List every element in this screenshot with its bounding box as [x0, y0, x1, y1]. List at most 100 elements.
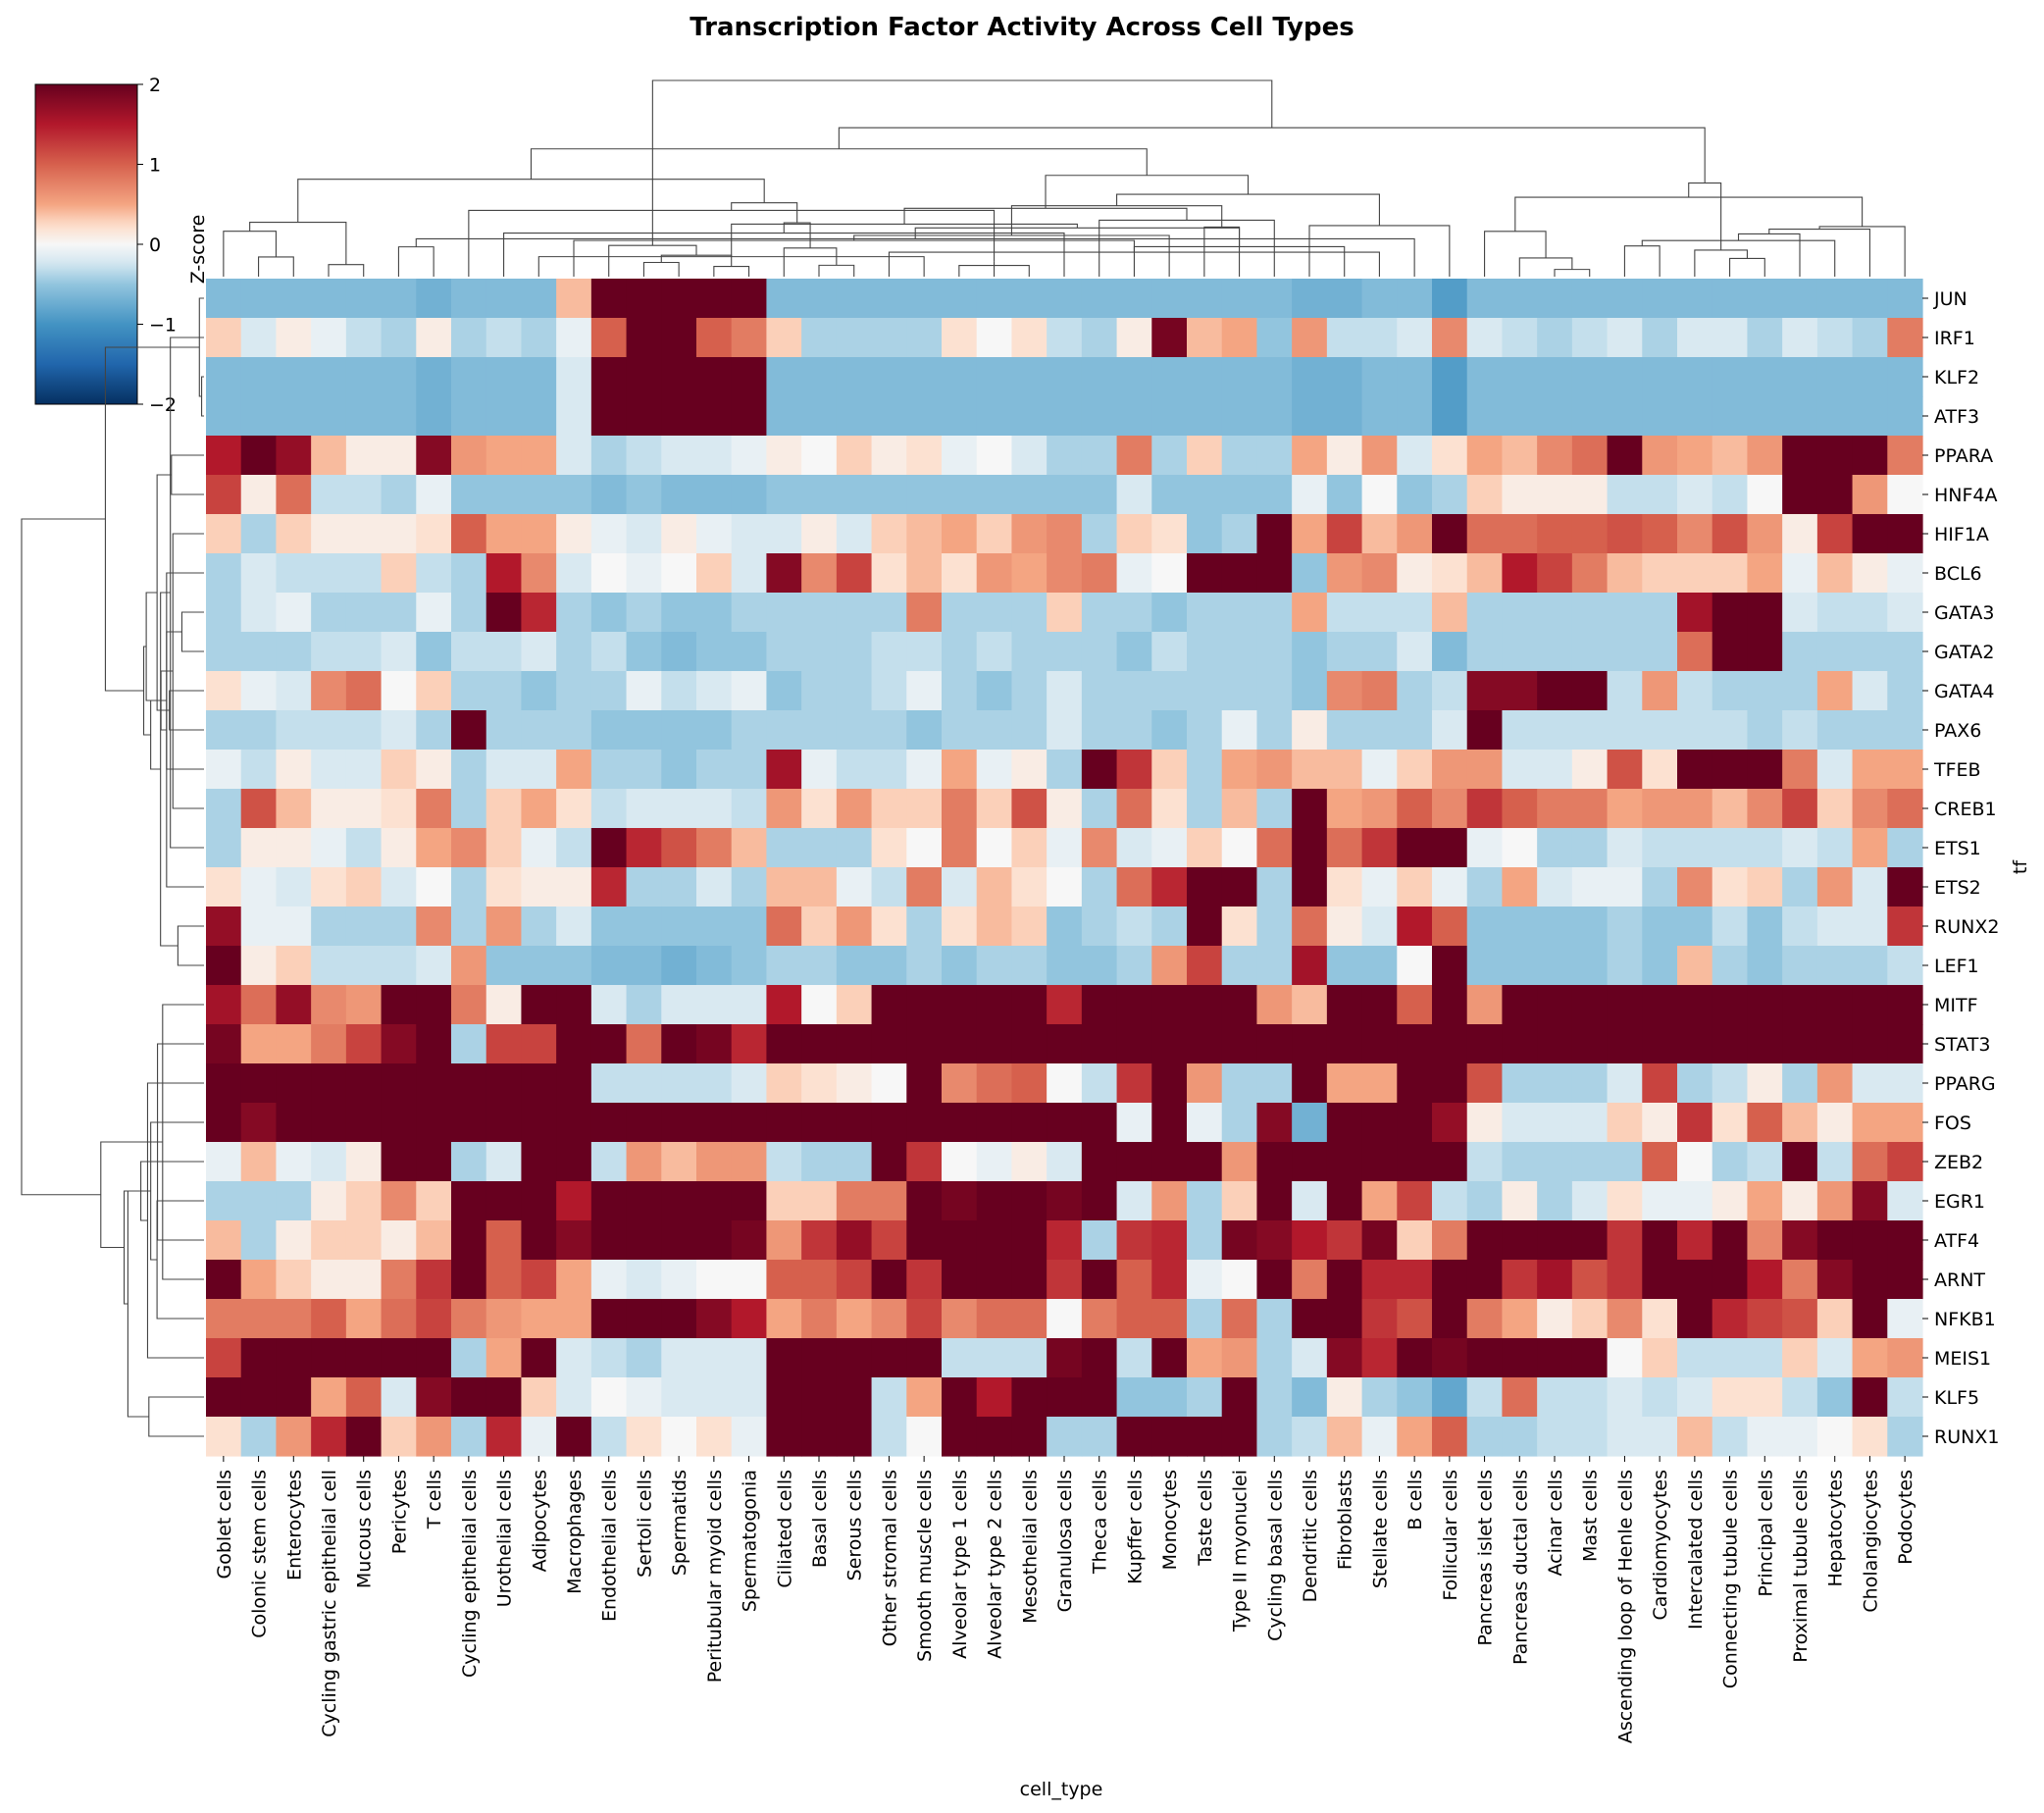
- heatmap-cell: [381, 671, 417, 711]
- heatmap-cell: [1047, 828, 1083, 868]
- heatmap-cell: [1712, 318, 1749, 358]
- heatmap-cell: [626, 1103, 662, 1143]
- heatmap-cell: [766, 396, 802, 437]
- heatmap-cell: [1397, 514, 1433, 554]
- heatmap-cell: [1712, 1377, 1749, 1418]
- heatmap-cell: [240, 1181, 278, 1221]
- heatmap-cell: [1187, 1063, 1223, 1104]
- heatmap-cell: [871, 436, 907, 476]
- heatmap-cell: [1187, 789, 1223, 829]
- heatmap-cell: [1116, 1220, 1152, 1261]
- heatmap-cell: [590, 828, 628, 868]
- heatmap-cell: [381, 514, 417, 554]
- heatmap-cell: [1537, 750, 1573, 790]
- heatmap-cell: [206, 750, 242, 790]
- heatmap-cell: [1011, 906, 1048, 947]
- heatmap-cell: [1537, 671, 1573, 711]
- heatmap-cell: [766, 1063, 802, 1104]
- heatmap-cell: [276, 1299, 312, 1339]
- heatmap-cell: [801, 1377, 838, 1418]
- heatmap-cell: [1677, 1299, 1713, 1339]
- column-label: Pancreas islet cells: [1475, 1470, 1497, 1646]
- heatmap-cell: [801, 1024, 838, 1064]
- heatmap-cell: [1116, 828, 1152, 868]
- heatmap-cell: [1116, 318, 1152, 358]
- heatmap-cell: [1571, 828, 1609, 868]
- heatmap-cell: [416, 1260, 452, 1300]
- heatmap-cell: [906, 946, 943, 986]
- heatmap-cell: [1571, 946, 1609, 986]
- column-tick-labels: Goblet cells Colonic stem cells Enterocyte…: [214, 1456, 1916, 1743]
- heatmap-cell: [381, 985, 417, 1025]
- heatmap-cell: [1607, 1338, 1643, 1378]
- heatmap-cell: [871, 906, 907, 947]
- heatmap-cell: [1607, 828, 1643, 868]
- heatmap-cell: [1326, 985, 1363, 1025]
- heatmap-cell: [1047, 475, 1083, 515]
- heatmap-cell: [906, 1377, 943, 1418]
- heatmap-cell: [871, 553, 907, 594]
- heatmap-cell: [345, 279, 383, 319]
- heatmap-cell: [416, 1024, 452, 1064]
- heatmap-cell: [942, 514, 978, 554]
- heatmap-cell: [276, 1417, 312, 1457]
- heatmap-cell: [626, 710, 662, 751]
- heatmap-cell: [1081, 671, 1118, 711]
- heatmap-cell: [766, 1260, 802, 1300]
- heatmap-cell: [590, 514, 628, 554]
- heatmap-cell: [276, 632, 312, 672]
- heatmap-cell: [766, 789, 802, 829]
- heatmap-cell: [1712, 946, 1749, 986]
- heatmap-cell: [381, 1260, 417, 1300]
- row-label: JUN: [1933, 288, 1967, 310]
- heatmap-cell: [556, 1024, 592, 1064]
- heatmap-cell: [1151, 750, 1188, 790]
- heatmap-cell: [485, 1142, 523, 1182]
- heatmap-cell: [1712, 553, 1749, 594]
- heatmap-cell: [1571, 357, 1609, 397]
- heatmap-cell: [1712, 1260, 1749, 1300]
- heatmap-cell: [485, 1103, 523, 1143]
- heatmap-cell: [556, 318, 592, 358]
- heatmap-cell: [1292, 279, 1328, 319]
- heatmap-cell: [1047, 1181, 1083, 1221]
- heatmap-cell: [942, 1338, 978, 1378]
- heatmap-cell: [1747, 1181, 1783, 1221]
- heatmap-cell: [1361, 1299, 1398, 1339]
- heatmap-cell: [696, 279, 733, 319]
- heatmap-cell: [836, 1260, 873, 1300]
- heatmap-cell: [1047, 279, 1083, 319]
- heatmap-cell: [1571, 1142, 1609, 1182]
- heatmap-cell: [521, 906, 557, 947]
- heatmap-cell: [1292, 1260, 1328, 1300]
- heatmap-cell: [206, 867, 242, 907]
- heatmap-cell: [416, 318, 452, 358]
- heatmap-cell: [345, 1377, 383, 1418]
- heatmap-cell: [1712, 593, 1749, 633]
- heatmap-cell: [1116, 1103, 1152, 1143]
- heatmap-cell: [1151, 279, 1188, 319]
- heatmap-cell: [661, 750, 697, 790]
- heatmap-cell: [1466, 1220, 1504, 1261]
- heatmap-cell: [206, 357, 242, 397]
- heatmap-cell: [521, 710, 557, 751]
- heatmap-cell: [1502, 318, 1538, 358]
- heatmap-cell: [1256, 867, 1293, 907]
- heatmap-cell: [1537, 789, 1573, 829]
- heatmap-cell: [1326, 593, 1363, 633]
- heatmap-cell: [381, 593, 417, 633]
- heatmap-cell: [1852, 1181, 1888, 1221]
- heatmap-cell: [976, 750, 1013, 790]
- heatmap-cell: [1782, 1181, 1818, 1221]
- heatmap-cell: [871, 1377, 907, 1418]
- heatmap-cell: [871, 396, 907, 437]
- heatmap-cell: [1397, 279, 1433, 319]
- heatmap-cell: [1642, 828, 1678, 868]
- heatmap-cell: [1221, 789, 1258, 829]
- heatmap-cell: [1221, 279, 1258, 319]
- heatmap-cell: [416, 1063, 452, 1104]
- heatmap-cell: [976, 514, 1013, 554]
- heatmap-cell: [1466, 396, 1504, 437]
- heatmap-cell: [1571, 553, 1609, 594]
- heatmap-cell: [1502, 710, 1538, 751]
